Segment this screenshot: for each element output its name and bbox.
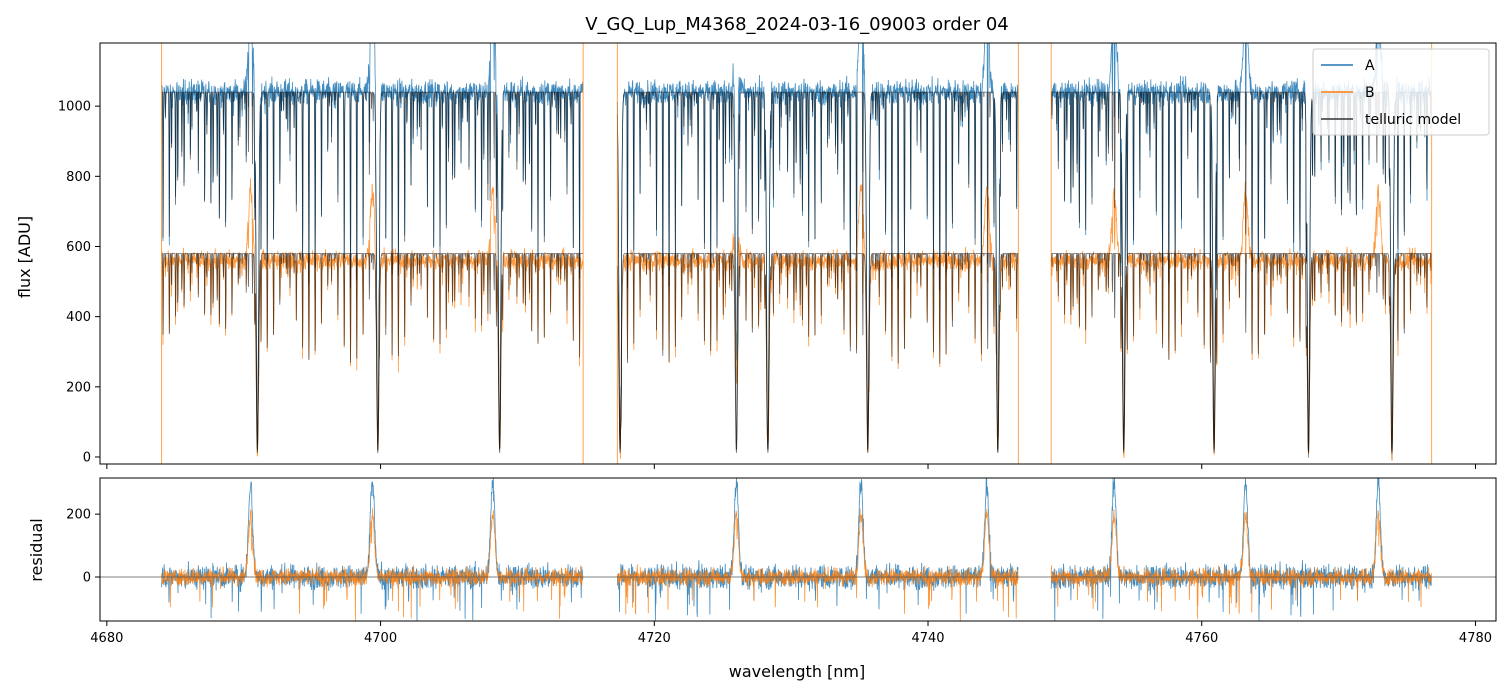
legend-label-telluric: telluric model — [1365, 112, 1461, 128]
residual-xtick-label: 4760 — [1185, 631, 1218, 646]
residual-b-line — [1050, 509, 1432, 619]
residual-x-ticks: 4680 4700 4720 4740 4760 4780 — [90, 621, 1492, 646]
legend-box — [1312, 48, 1490, 136]
residual-xtick-label: 4720 — [638, 631, 671, 646]
residual-xtick-label: 4740 — [911, 631, 944, 646]
chart-title: V_GQ_Lup_M4368_2024-03-16_09003 order 04 — [585, 14, 1009, 35]
telluric-model-b-line — [616, 252, 1019, 453]
telluric-model-b-line — [161, 252, 583, 454]
series-b-line — [1050, 181, 1432, 461]
flux-ytick-label: 200 — [66, 380, 91, 395]
residual-xtick-label: 4700 — [364, 631, 397, 646]
legend-label-a: A — [1365, 58, 1375, 74]
residual-y-ticks: 0 200 — [66, 508, 100, 586]
flux-axes-frame — [99, 42, 1497, 465]
residual-xtick-label: 4680 — [90, 631, 123, 646]
residual-axes-frame — [99, 477, 1497, 622]
residual-panel: 0 200 4680 4700 4720 4740 4760 4780 residual w… — [27, 477, 1497, 681]
flux-x-ticks — [106, 464, 1476, 469]
flux-panel: 0 200 400 600 800 1000 flux [ADU] A B telluri… — [15, 42, 1497, 469]
telluric-model-b-line — [1051, 252, 1432, 454]
flux-y-axis-label: flux [ADU] — [15, 216, 34, 298]
flux-ytick-label: 800 — [66, 170, 91, 185]
residual-plot-area — [100, 478, 1496, 621]
telluric-model-a-line — [161, 91, 583, 450]
residual-b-line — [161, 508, 584, 621]
residual-data — [100, 478, 1496, 621]
residual-ytick-label: 0 — [83, 571, 91, 586]
residual-xtick-label: 4780 — [1459, 631, 1492, 646]
telluric-model-a-line — [616, 91, 1019, 450]
residual-y-axis-label: residual — [27, 518, 46, 581]
flux-ytick-label: 400 — [66, 310, 91, 325]
flux-y-ticks: 0 200 400 600 800 1000 — [58, 100, 100, 465]
flux-ytick-label: 1000 — [58, 100, 91, 115]
legend: A B telluric model — [1312, 48, 1490, 136]
flux-ytick-label: 0 — [83, 450, 91, 465]
flux-ytick-label: 600 — [66, 240, 91, 255]
residual-b-line — [616, 508, 1019, 621]
residual-ytick-label: 200 — [66, 508, 91, 523]
legend-label-b: B — [1365, 85, 1375, 101]
x-axis-label: wavelength [nm] — [729, 662, 866, 681]
